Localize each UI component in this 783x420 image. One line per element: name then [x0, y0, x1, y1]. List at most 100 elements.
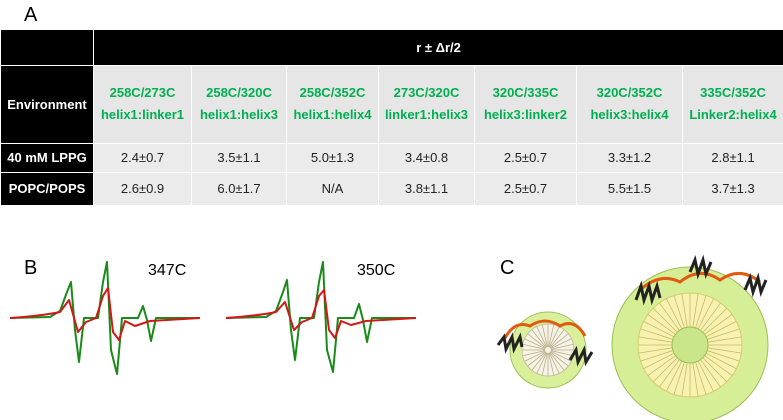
lipid-tail	[705, 321, 737, 338]
column-header-line: 320C/335C	[492, 85, 559, 100]
lipid-tail	[666, 360, 683, 392]
lipid-tail	[704, 355, 733, 376]
column-header-line: helix3:linker2	[483, 107, 568, 122]
lipid-tail	[707, 336, 742, 343]
table-cell: 3.5±1.1	[191, 142, 287, 173]
lipid-tail	[549, 352, 565, 371]
lipid-tail	[550, 351, 569, 367]
lipid-tail	[666, 298, 683, 330]
lipid-tail	[527, 333, 546, 349]
lipid-tail	[550, 343, 574, 350]
lipid-tail	[697, 298, 714, 330]
lipid-tail	[638, 347, 673, 354]
column-header-line: 258C/273C	[109, 85, 176, 100]
lipid-tail	[652, 357, 678, 383]
lipid-tail	[640, 328, 674, 340]
lipid-tail	[707, 347, 742, 354]
data-row: POPC/POPS 2.6±0.9 6.0±1.7 N/A 3.8±1.1 2.5±0.7…	[0, 171, 783, 206]
table-cell: 3.3±1.2	[576, 142, 683, 173]
column-header-line: helix1:linker1	[100, 107, 185, 122]
column-header-line: Linker2:helix4	[689, 107, 777, 122]
spectrum-label: 347C	[148, 262, 187, 279]
row-header: Environment	[0, 64, 94, 144]
table-cell: 2.5±0.7	[474, 142, 577, 173]
row-header: POPC/POPS	[0, 171, 94, 206]
lipid-tail	[643, 321, 675, 338]
column-header-line: 335C/352C	[700, 85, 766, 100]
lipid-tail	[647, 314, 676, 335]
lipid-tail	[643, 352, 675, 369]
lipid-tail	[647, 355, 676, 376]
lipid-tail	[550, 350, 574, 357]
lipid-tail	[702, 307, 728, 333]
lipid-tail	[692, 362, 699, 397]
lipid-tail	[548, 326, 560, 348]
lipid-tail	[695, 295, 707, 329]
table-cell: 2.4±0.7	[93, 142, 192, 173]
column-header: 335C/352C Linker2:helix4	[681, 64, 783, 144]
data-row: 40 mM LPPG 2.4±0.7 3.5±1.1 5.0±1.3 3.4±0.8 2.…	[0, 142, 783, 173]
lipid-tail	[550, 338, 572, 350]
lipid-tail	[697, 360, 714, 392]
epr-spectrum	[225, 261, 417, 373]
table-cell: 3.8±1.1	[378, 171, 475, 206]
lipid-tail	[531, 352, 547, 371]
table-cell: 2.5±0.7	[474, 171, 577, 206]
table-cell: 3.7±1.3	[681, 171, 783, 206]
table-cell: N/A	[286, 171, 379, 206]
column-header-line: 258C/352C	[299, 85, 366, 100]
micelle-large	[611, 254, 769, 420]
table-cell: 5.5±1.5	[576, 171, 683, 206]
epr-spectrum	[9, 261, 201, 375]
lipid-tail	[638, 336, 673, 343]
lipid-tail	[550, 333, 569, 349]
lipid-tail	[640, 350, 674, 362]
lipid-tail	[659, 359, 680, 388]
lipid-tail	[652, 307, 678, 333]
lipid-tail	[549, 329, 565, 348]
table-cell: 2.8±1.1	[681, 142, 783, 173]
column-header-line: 258C/320C	[206, 85, 272, 100]
lipid-tail	[673, 361, 685, 395]
panel-label: C	[500, 257, 515, 279]
lipid-tail	[692, 293, 699, 328]
table-cell: 6.0±1.7	[191, 171, 287, 206]
lipid-tail	[522, 350, 546, 357]
lipid-tail	[550, 350, 572, 362]
lipid-tail	[706, 328, 740, 340]
column-header: 258C/352C helix1:helix4	[286, 64, 379, 144]
column-header-line: 320C/352C	[596, 85, 663, 100]
lipid-tail	[702, 357, 728, 383]
column-header-line: helix1:helix4	[293, 107, 372, 122]
distance-table: r ± Δr/2 Environment 258C/273C helix1:linke…	[0, 30, 783, 206]
lipid-tail	[681, 362, 688, 397]
lipid-tail	[536, 326, 548, 348]
panel-label: A	[24, 4, 38, 26]
lipid-tail	[522, 343, 546, 350]
column-header-line: helix1:helix3	[199, 107, 279, 122]
micelle-small	[496, 311, 594, 389]
column-header-line: linker1:helix3	[384, 107, 469, 122]
lipid-tail	[541, 352, 548, 376]
header-row: Environment 258C/273C helix1:linker1 258C/3…	[0, 64, 783, 144]
lipid-tail	[700, 302, 721, 331]
header-row: r ± Δr/2	[0, 30, 783, 66]
column-header: 273C/320C linker1:helix3	[378, 64, 475, 144]
panel-label: B	[24, 257, 38, 279]
table-cell: 2.6±0.9	[93, 171, 192, 206]
lipid-tail	[681, 293, 688, 328]
lipid-tail	[548, 352, 555, 376]
row-header: 40 mM LPPG	[0, 142, 94, 173]
lipid-tail	[536, 352, 548, 374]
lipid-tail	[705, 352, 737, 369]
lipid-tail	[527, 351, 546, 367]
lipid-tail	[548, 352, 560, 374]
lipid-tail	[541, 324, 548, 348]
lipid-tail	[700, 359, 721, 388]
column-header-line: 273C/320C	[393, 85, 460, 100]
column-header-line: helix3:helix4	[590, 107, 669, 122]
lipid-tail	[695, 361, 707, 395]
lipid-tail	[548, 324, 555, 348]
